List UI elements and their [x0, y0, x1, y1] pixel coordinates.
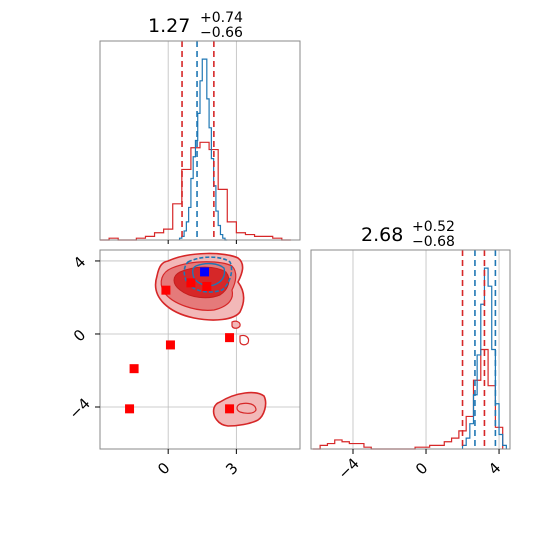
contour-small-blob-1: [231, 320, 241, 329]
scatter-ytick-label-1: 0: [70, 326, 89, 345]
scatter-ytick-label-2: −4: [65, 394, 93, 422]
scatter-square-7: [225, 404, 235, 414]
scatter-frame: [99, 249, 301, 450]
hist-2-quantiles: [461, 250, 497, 449]
contour-lower-inner: [236, 402, 257, 414]
title-param-2-minus: −0.68: [412, 234, 455, 250]
title-param-1-plus: +0.74: [200, 10, 243, 26]
scatter-square-1: [186, 278, 196, 288]
title-param-2-plus: +0.52: [412, 219, 455, 235]
hist-1-frame: [99, 40, 301, 241]
contour-blue-inner: [191, 262, 226, 287]
hist-2-series-a: [312, 348, 504, 450]
contour-blue-outer: [183, 256, 233, 293]
scatter-xtick-label-0: 0: [154, 459, 173, 478]
hist-2-xtick-label-1: 0: [412, 459, 431, 478]
hist-1-grid: [167, 41, 237, 240]
hist-2-frame: [310, 249, 511, 450]
contour-small-blob-2: [239, 334, 250, 346]
hist-2-series-b: [461, 267, 507, 449]
contour-lower: [212, 391, 267, 427]
contour-upper-inner: [173, 266, 230, 299]
scatter-square-2: [202, 282, 212, 292]
scatter-square-3: [225, 333, 235, 343]
hist-panel-param-1: 1.27 +0.74 −0.66: [99, 10, 301, 241]
scatter-square-0: [161, 285, 171, 295]
hist-1-series-b: [178, 58, 228, 241]
scatter-square-4: [165, 340, 175, 350]
hist-1-quantiles: [181, 41, 215, 240]
hist-panel-param-2: 2.68 +0.52 −0.68 −4 0 4: [310, 219, 511, 483]
scatter-panel: 0 3 4 0 −4: [65, 240, 301, 478]
scatter-ytick-label-0: 4: [70, 253, 89, 272]
scatter-square-5: [129, 364, 139, 374]
scatter-points: [125, 267, 235, 414]
title-param-1-median: 1.27: [148, 15, 190, 37]
hist-2-xtick-label-0: −4: [334, 454, 362, 482]
scatter-xtick-label-1: 3: [222, 459, 241, 478]
scatter-square-6: [125, 404, 135, 414]
hist-1-series: [100, 58, 291, 241]
hist-2-series: [312, 267, 507, 450]
hist-2-ticks: −4 0 4: [334, 449, 504, 483]
title-param-2-median: 2.68: [361, 224, 403, 246]
hist-2-xtick-label-2: 4: [485, 459, 504, 478]
truth-point-square: [200, 267, 210, 277]
posterior-contours: [154, 252, 267, 427]
hist-2-grid: [352, 250, 500, 449]
title-param-1-minus: −0.66: [200, 25, 243, 41]
